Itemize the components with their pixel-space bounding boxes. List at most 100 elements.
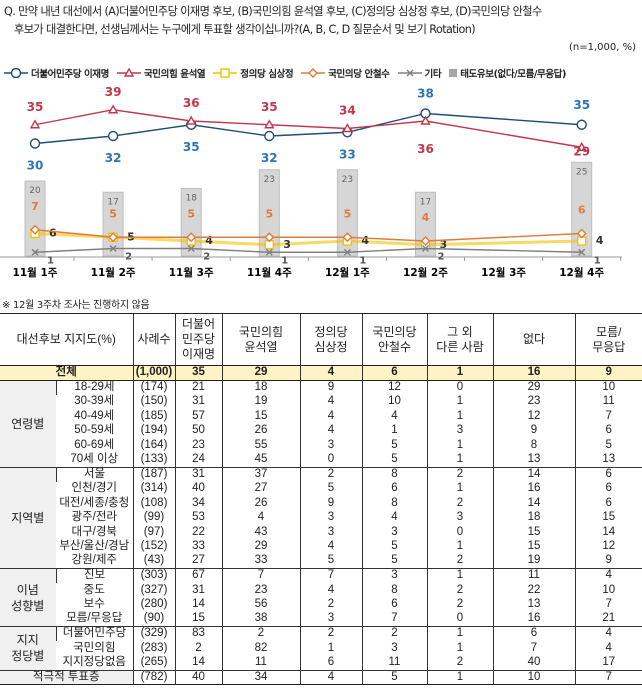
cell-value: 10 bbox=[361, 394, 427, 409]
table-row: 50-59세 (194) 50 26 4 1 3 9 6 bbox=[0, 423, 642, 438]
cell-value: 6 bbox=[361, 365, 427, 381]
data-label: 5 bbox=[109, 207, 117, 220]
data-label: 4 bbox=[361, 234, 369, 247]
sample-count: (327) bbox=[132, 583, 175, 598]
sample-count: (265) bbox=[132, 655, 175, 670]
series-1: 35 39 36 35 34 36 29 bbox=[27, 85, 590, 158]
row-label: 적극적 투표층 bbox=[0, 669, 133, 685]
legend-item: 기타 bbox=[397, 66, 442, 80]
cell-value: 14 bbox=[574, 525, 642, 540]
row-label: 인천/경기 bbox=[71, 482, 117, 494]
table-row: 40-49세 (185) 57 15 4 4 1 12 7 bbox=[0, 409, 642, 424]
data-label: 2 bbox=[438, 252, 445, 263]
x-tick-label: 11월 2주 bbox=[91, 266, 136, 279]
cell-value: 2 bbox=[299, 466, 362, 482]
sample-count: (782) bbox=[132, 669, 175, 685]
undecided-bar bbox=[24, 180, 46, 257]
cell-value: 53 bbox=[174, 510, 222, 525]
row-label: 서울 bbox=[55, 466, 133, 482]
cell-value: 4 bbox=[574, 641, 642, 656]
x-tick-label: 12월 3주 bbox=[481, 266, 526, 279]
cell-value: 2 bbox=[221, 626, 300, 641]
column-header: 더불어 민주당 이재명 bbox=[174, 313, 222, 366]
trend-chart: 11월 1주 11월 2주 11월 3주 11월 4주 12월 1주 12월 2주 12월 … bbox=[0, 85, 622, 279]
data-label: 30 bbox=[27, 159, 44, 173]
cell-value: 0 bbox=[426, 612, 493, 627]
cell-value: 15 bbox=[492, 525, 575, 540]
data-label: 1 bbox=[359, 255, 366, 266]
sample-count: (185) bbox=[132, 409, 175, 424]
data-label: 35 bbox=[183, 140, 200, 154]
cell-value: 29 bbox=[221, 365, 300, 381]
data-point bbox=[576, 141, 587, 151]
triangle-legend-icon bbox=[116, 68, 141, 77]
legend-item: 국민의당 안철수 bbox=[301, 66, 390, 80]
cell-value: 8 bbox=[492, 438, 575, 453]
chart-legend: 더불어민주당 이재명 국민의힘 윤석열 정의당 심상정 국민의당 안철수 기타 태도유보(… bbox=[4, 66, 640, 80]
total-row: 전체 (1,000) 35 29 4 6 1 16 9 bbox=[0, 365, 642, 381]
cell-value: 2 bbox=[426, 554, 493, 569]
legend-label: 더불어민주당 이재명 bbox=[31, 69, 109, 80]
cell-value: 9 bbox=[574, 554, 642, 569]
cell-value: 4 bbox=[221, 510, 300, 525]
table-row: 부산/울산/경남 (152) 33 29 4 5 1 15 12 bbox=[0, 539, 642, 554]
row-label: 대전/세종/충청 bbox=[59, 496, 130, 509]
cell-value: 0 bbox=[426, 380, 493, 395]
legend-label: 정의당 심상정 bbox=[240, 69, 294, 80]
cell-value: 6 bbox=[361, 481, 427, 496]
cell-value: 4 bbox=[299, 583, 362, 598]
sample-count: (329) bbox=[132, 626, 175, 641]
row-label: 중도 bbox=[83, 583, 105, 596]
series-3: 7 5 5 5 5 4 6 bbox=[30, 200, 587, 246]
survey-note: ※ 12월 3주차 조사는 진행하지 않음 bbox=[2, 300, 150, 311]
cell-value: 6 bbox=[299, 655, 362, 670]
cell-value: 2 bbox=[426, 466, 493, 482]
bar-label: 23 bbox=[342, 175, 353, 185]
data-label: 36 bbox=[183, 96, 200, 110]
cell-value: 12 bbox=[361, 380, 427, 395]
question-line-2: 후보가 대결한다면, 선생님께서는 누구에게 투표할 생각이십니까?(A, B,… bbox=[14, 23, 476, 36]
data-label: 36 bbox=[417, 142, 434, 156]
cell-value: 7 bbox=[574, 597, 642, 612]
cell-value: 5 bbox=[361, 452, 427, 467]
cell-value: 1 bbox=[426, 394, 493, 409]
bar-label: 18 bbox=[185, 194, 197, 204]
cell-value: 7 bbox=[574, 409, 642, 424]
cell-value: 14 bbox=[492, 466, 575, 482]
cell-value: 1 bbox=[426, 669, 493, 685]
cell-value: 12 bbox=[574, 539, 642, 554]
cell-value: 7 bbox=[299, 568, 362, 583]
cell-value: 10 bbox=[574, 380, 642, 395]
cell-value: 22 bbox=[492, 583, 575, 598]
data-label: 5 bbox=[265, 207, 273, 220]
undecided-bar bbox=[571, 161, 593, 257]
cell-value: 50 bbox=[174, 423, 222, 438]
cell-value: 1 bbox=[426, 365, 493, 381]
cell-value: 9 bbox=[299, 380, 362, 395]
cell-value: 43 bbox=[221, 525, 300, 540]
data-point bbox=[185, 115, 197, 125]
cell-value: 7 bbox=[574, 669, 642, 685]
data-point bbox=[576, 228, 587, 239]
column-header: 없다 bbox=[492, 313, 575, 366]
legend-label: 국민의당 안철수 bbox=[328, 69, 390, 80]
data-point bbox=[420, 236, 431, 246]
row-label: 60-69세 bbox=[74, 438, 115, 451]
cell-value: 83 bbox=[174, 626, 222, 641]
data-label: 3 bbox=[440, 238, 448, 251]
cell-value: 1 bbox=[426, 481, 493, 496]
undecided-bar bbox=[102, 191, 124, 257]
sample-count: (283) bbox=[132, 641, 175, 656]
sample-count: (164) bbox=[132, 438, 175, 453]
data-label: 1 bbox=[47, 255, 54, 266]
row-label: 30-39세 bbox=[74, 395, 115, 407]
data-point bbox=[107, 104, 119, 114]
header-row: 대선후보 지지도(%) 사례수 더불어 민주당 이재명 국민의힘 윤석열 정의당 심상정 국민의당… bbox=[0, 313, 642, 366]
cell-value: 37 bbox=[221, 466, 300, 482]
cell-value: 16 bbox=[492, 612, 575, 627]
data-point bbox=[264, 119, 275, 129]
cell-value: 11 bbox=[361, 655, 427, 670]
data-point bbox=[29, 138, 41, 149]
cell-value: 13 bbox=[574, 452, 642, 467]
data-label: 1 bbox=[594, 255, 601, 266]
